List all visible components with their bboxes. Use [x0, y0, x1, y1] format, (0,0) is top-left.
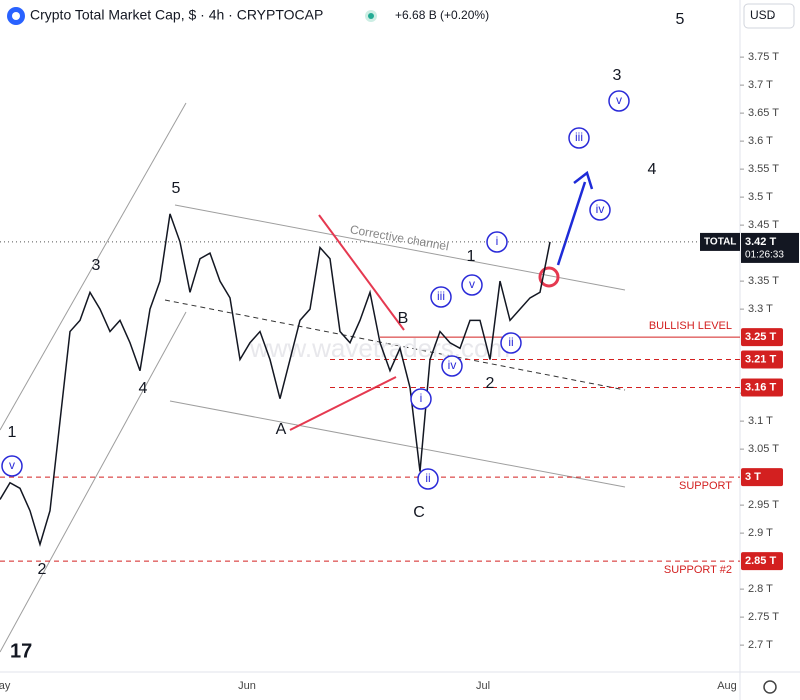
wave-label-minor: i [420, 391, 423, 405]
currency[interactable]: USD [750, 8, 776, 22]
level-name: BULLISH LEVEL [649, 320, 732, 332]
trend-line [289, 376, 397, 431]
projection-arrow [556, 181, 587, 266]
y-tick-label: 2.75 T [748, 611, 779, 623]
wave-label: 5 [676, 11, 685, 28]
chart-title: Crypto Total Market Cap, $ · 4h · CRYPTO… [30, 7, 323, 23]
channel-midline [164, 299, 626, 391]
level-name: SUPPORT #2 [664, 564, 732, 576]
corrective-channel-top [174, 204, 626, 291]
arrow-head [573, 170, 594, 190]
wave-label-minor: ii [425, 471, 430, 485]
price-line [0, 213, 551, 547]
wave-circle [500, 332, 522, 354]
wave-circle [417, 468, 439, 490]
x-tick-label: Jul [476, 680, 490, 692]
wave-label: A [276, 421, 287, 438]
wave-circle [1, 455, 23, 477]
wave-circle [486, 231, 508, 253]
level-name: SUPPORT [679, 480, 732, 492]
level-label: 3.25 T [745, 331, 776, 343]
wave-label-minor: v [469, 277, 475, 291]
wave-circle [410, 388, 432, 410]
impulse-channel-top [0, 102, 187, 431]
currency-caret[interactable]: ⌄ [769, 10, 777, 20]
y-tick-label: 3.35 T [748, 275, 779, 287]
trend-line [318, 214, 405, 331]
wave-label-minor: iii [575, 130, 583, 144]
wave-circle [608, 90, 630, 112]
impulse-channel-bottom [0, 311, 187, 653]
last-price-box [741, 232, 799, 263]
wave-circle [568, 127, 590, 149]
wave-label-minor: ii [508, 335, 513, 349]
wave-circle [430, 286, 452, 308]
wave-circle [441, 355, 463, 377]
settings-icon[interactable] [763, 680, 777, 694]
y-tick-label: 3.45 T [748, 219, 779, 231]
level-box [741, 328, 783, 347]
symbol-logo-inner [12, 12, 20, 20]
wave-label: 2 [486, 375, 495, 392]
status-dot-inner [368, 13, 374, 19]
y-tick-label: 3.5 T [748, 191, 773, 203]
y-tick-label: 3.1 T [748, 415, 773, 427]
level-label: 3.16 T [745, 381, 776, 393]
y-tick-label: 3.3 T [748, 303, 773, 315]
y-tick-label: 3.75 T [748, 51, 779, 63]
wave-label-minor: v [616, 93, 622, 107]
last-name: TOTAL [704, 237, 736, 248]
highlight-circle [538, 266, 560, 288]
wave-label: 5 [172, 180, 181, 197]
tv-logo[interactable]: 17 [10, 640, 32, 662]
x-tick-label: Jun [238, 680, 256, 692]
y-tick-label: 2.95 T [748, 499, 779, 511]
level-label: 3.21 T [745, 353, 776, 365]
level-label: 3 T [745, 471, 761, 483]
wave-label: B [398, 310, 409, 327]
wave-label: 1 [467, 248, 476, 265]
wave-label: 4 [648, 161, 657, 178]
y-tick-label: 3.65 T [748, 107, 779, 119]
y-tick-label: 3.6 T [748, 135, 773, 147]
change: +6.68 B (+0.20%) [395, 8, 489, 22]
wave-label: 4 [139, 380, 148, 397]
y-tick-label: 2.8 T [748, 583, 773, 595]
level-box [741, 378, 783, 397]
channel-label: Corrective channel [349, 222, 450, 253]
y-tick-label: 3.7 T [748, 79, 773, 91]
level-box [741, 552, 783, 571]
last-price-label: 3.42 T [745, 236, 776, 248]
y-tick-label: 3.55 T [748, 163, 779, 175]
level-label: 2.85 T [745, 555, 776, 567]
last-name-box [700, 232, 740, 251]
wave-label: 3 [92, 257, 101, 274]
wave-label: 3 [613, 67, 622, 84]
wave-circle [461, 274, 483, 296]
wave-circle [589, 199, 611, 221]
y-tick-label: 3.05 T [748, 443, 779, 455]
wave-label-minor: iv [448, 358, 457, 372]
y-tick-label: 2.7 T [748, 639, 773, 651]
wave-label-minor: i [496, 234, 499, 248]
corrective-channel-bottom [169, 400, 626, 488]
currency-button[interactable] [743, 3, 795, 29]
countdown: 01:26:33 [745, 250, 784, 261]
x-tick-label: Aug [717, 680, 737, 692]
x-tick-label: May [0, 680, 11, 692]
wave-label: C [413, 504, 425, 521]
level-box [741, 468, 783, 487]
wave-label-minor: iv [596, 202, 605, 216]
level-box [741, 350, 783, 369]
wave-label-minor: v [9, 458, 15, 472]
wave-label: 1 [8, 424, 17, 441]
y-tick-label: 2.9 T [748, 527, 773, 539]
wave-label: 2 [38, 561, 47, 578]
drawings [0, 102, 626, 653]
wave-label-minor: iii [437, 289, 445, 303]
